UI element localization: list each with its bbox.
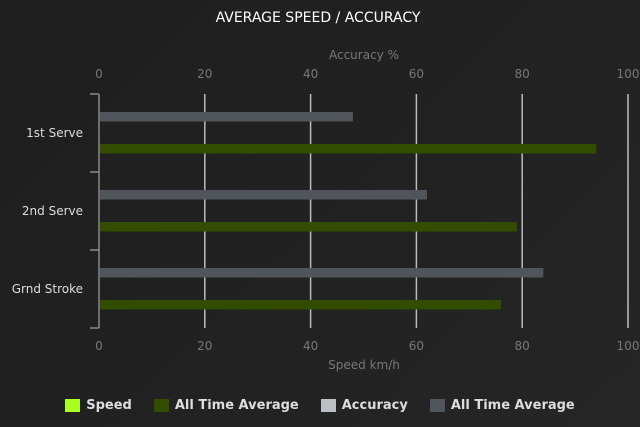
legend-label: Speed bbox=[86, 398, 132, 413]
top-axis-label: Accuracy % bbox=[329, 48, 399, 62]
category-label: Grnd Stroke bbox=[12, 282, 83, 296]
bottom-tick-label: 80 bbox=[515, 339, 530, 353]
legend-label: All Time Average bbox=[450, 398, 575, 413]
legend-item-accuracy-average[interactable]: All Time Average bbox=[429, 398, 575, 413]
bottom-axis-label: Speed km/h bbox=[328, 358, 400, 372]
legend-swatch bbox=[65, 399, 81, 412]
bar-speed-average bbox=[100, 300, 502, 310]
bar-accuracy-average bbox=[100, 112, 353, 122]
top-tick-label: 20 bbox=[197, 67, 212, 81]
top-tick-label: 60 bbox=[409, 67, 424, 81]
bar-speed-average bbox=[100, 144, 597, 154]
legend-label: All Time Average bbox=[174, 398, 299, 413]
legend-swatch bbox=[153, 399, 169, 412]
legend-item-speed[interactable]: Speed bbox=[65, 398, 132, 413]
bottom-tick-label: 40 bbox=[303, 339, 318, 353]
legend-swatch bbox=[320, 399, 336, 412]
bar-speed-average bbox=[100, 222, 517, 232]
top-tick-label: 0 bbox=[95, 67, 103, 81]
bottom-tick-label: 20 bbox=[197, 339, 212, 353]
top-tick-label: 80 bbox=[515, 67, 530, 81]
legend-item-accuracy[interactable]: Accuracy bbox=[320, 398, 408, 413]
legend-item-speed-average[interactable]: All Time Average bbox=[153, 398, 299, 413]
bottom-tick-label: 100 bbox=[617, 339, 640, 353]
bar-accuracy-average bbox=[100, 268, 544, 278]
category-label: 1st Serve bbox=[26, 126, 83, 140]
bar-accuracy-average bbox=[100, 190, 427, 200]
legend-swatch bbox=[429, 399, 445, 412]
top-tick-label: 100 bbox=[617, 67, 640, 81]
legend: Speed All Time Average Accuracy All Time… bbox=[0, 398, 640, 413]
category-label: 2nd Serve bbox=[22, 204, 83, 218]
bottom-tick-label: 60 bbox=[409, 339, 424, 353]
chart-title: AVERAGE SPEED / ACCURACY bbox=[216, 10, 421, 26]
top-tick-label: 40 bbox=[303, 67, 318, 81]
bottom-tick-label: 0 bbox=[95, 339, 103, 353]
legend-label: Accuracy bbox=[341, 398, 408, 413]
